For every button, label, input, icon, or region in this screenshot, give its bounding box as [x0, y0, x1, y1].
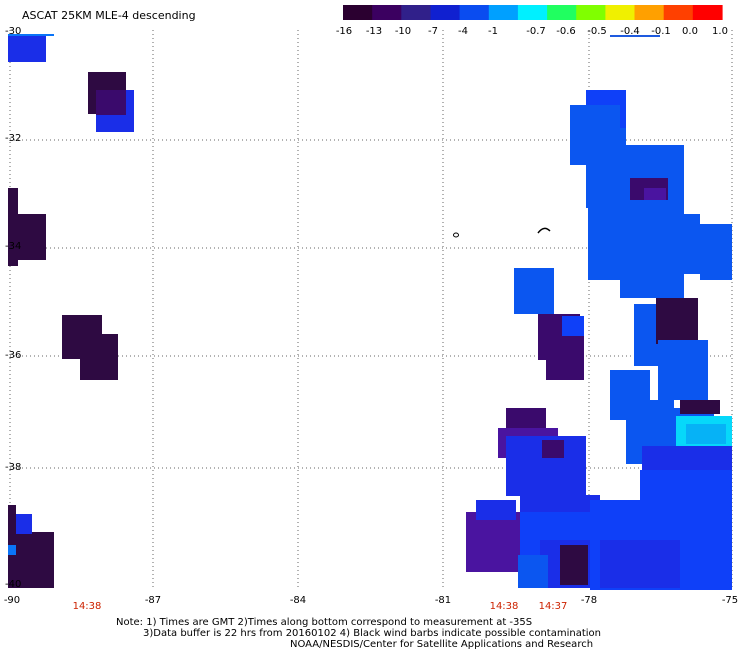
colorbar-label-0: -16: [335, 26, 353, 37]
map-title: ASCAT 25KM MLE-4 descending: [22, 9, 196, 22]
lat-label-30: -30: [5, 26, 22, 37]
lat-label-32: -32: [5, 133, 22, 144]
note-line-2: 3)Data buffer is 22 hrs from 20160102 4)…: [143, 628, 601, 639]
lon-label-90: -90: [3, 595, 21, 606]
island-marker: [453, 232, 459, 238]
colorbar-segment: [517, 5, 548, 20]
map-features: [453, 227, 551, 238]
wind-cell: [562, 316, 584, 336]
colorbar-segment: [576, 5, 606, 20]
wind-cell: [514, 268, 554, 314]
wind-cells: [8, 34, 732, 590]
lat-label-40: -40: [5, 579, 22, 590]
colorbar-segment: [459, 5, 490, 20]
wind-cell: [656, 298, 698, 344]
wind-cell: [466, 512, 526, 572]
wind-cell: [700, 224, 732, 280]
wind-cell: [560, 545, 588, 585]
colorbar-segment: [692, 5, 723, 20]
colorbar-segment: [605, 5, 636, 20]
wind-cell: [686, 424, 726, 444]
wind-cell: [546, 336, 584, 380]
colorbar-label-2: -10: [394, 26, 412, 37]
wind-cell: [96, 90, 126, 115]
wind-cell: [620, 250, 684, 298]
note-line-1: Note: 1) Times are GMT 2)Times along bot…: [116, 617, 533, 628]
swath-time-1: 14:38: [72, 601, 102, 612]
island-coastline: [537, 227, 551, 234]
colorbar-label-7: -0.6: [556, 26, 576, 37]
gridlines: [9, 30, 733, 590]
colorbar: [343, 5, 723, 37]
colorbar-segment: [547, 5, 577, 20]
colorbar-label-12: 1.0: [712, 26, 728, 37]
wind-cell: [8, 34, 54, 36]
wind-cell: [476, 500, 516, 520]
colorbar-segment: [401, 5, 432, 20]
colorbar-label-4: -4: [458, 26, 468, 37]
wind-cell: [600, 540, 680, 588]
colorbar-label-3: -7: [428, 26, 438, 37]
lat-label-34: -34: [5, 241, 22, 252]
colorbar-label-1: -13: [365, 26, 383, 37]
lon-label-84: -84: [289, 595, 307, 606]
colorbar-label-10: -0.1: [651, 26, 671, 37]
lon-label-87: -87: [144, 595, 162, 606]
colorbar-label-6: -0.7: [526, 26, 546, 37]
wind-cell: [8, 545, 16, 555]
wind-cell: [542, 440, 564, 458]
colorbar-label-11: 0.0: [682, 26, 698, 37]
colorbar-segment: [372, 5, 402, 20]
colorbar-label-5: -1: [488, 26, 498, 37]
wind-cell: [586, 128, 626, 208]
wind-cell: [8, 36, 46, 62]
colorbar-segment: [634, 5, 665, 20]
wind-cell: [16, 514, 32, 534]
colorbar-label-9: -0.4: [620, 26, 640, 37]
colorbar-segment: [488, 5, 519, 20]
lat-label-36: -36: [5, 350, 22, 361]
lat-label-38: -38: [5, 462, 22, 473]
wind-cell: [80, 334, 118, 380]
wind-cell: [680, 510, 732, 588]
note-line-3: NOAA/NESDIS/Center for Satellite Applica…: [290, 639, 594, 650]
colorbar-segment: [343, 5, 373, 20]
wind-cell: [8, 214, 46, 260]
lon-label-78: -78: [580, 595, 598, 606]
swath-time-2: 14:38: [489, 601, 519, 612]
swath-time-3: 14:37: [538, 601, 568, 612]
lon-label-75: -75: [721, 595, 739, 606]
wind-cell: [658, 340, 708, 400]
wind-cell: [518, 555, 548, 588]
lon-label-81: -81: [434, 595, 452, 606]
colorbar-label-8: -0.5: [587, 26, 607, 37]
colorbar-segment: [430, 5, 461, 20]
colorbar-segment: [663, 5, 694, 20]
wind-cell: [8, 532, 54, 588]
wind-cell: [680, 400, 720, 414]
